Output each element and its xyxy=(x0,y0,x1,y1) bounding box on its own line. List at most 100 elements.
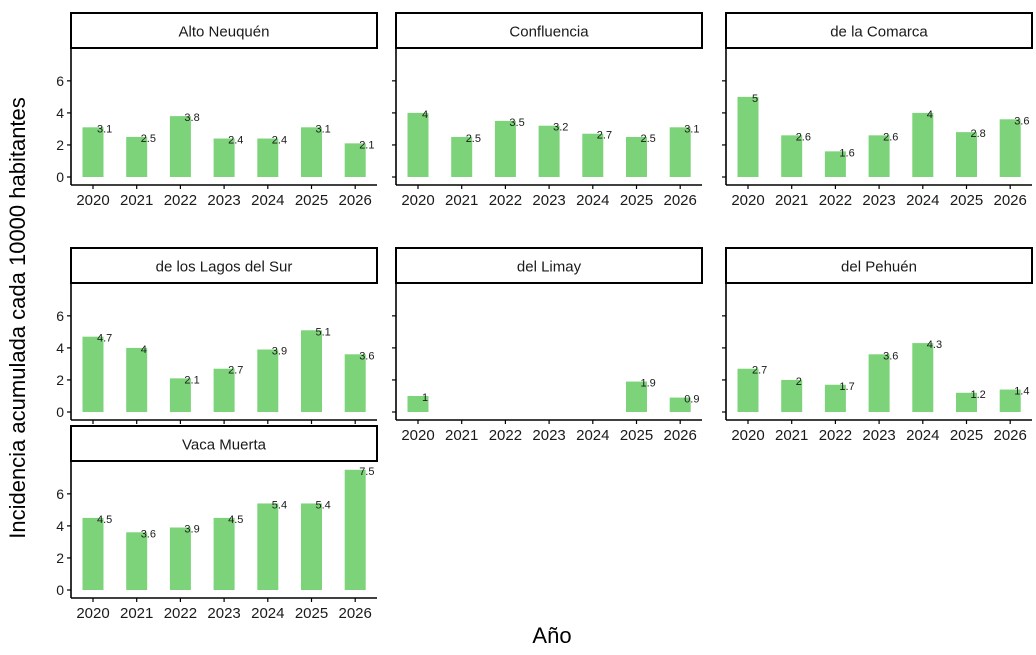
x-tick-label: 2020 xyxy=(731,192,764,209)
facet-strip-label: de los Lagos del Sur xyxy=(156,259,293,276)
bar xyxy=(213,517,235,590)
data-label: 3.1 xyxy=(97,123,112,135)
data-label: 3.9 xyxy=(184,524,199,536)
y-tick-label: 6 xyxy=(56,73,64,89)
x-tick-label: 2026 xyxy=(994,192,1027,209)
data-label: 3.6 xyxy=(1014,115,1029,127)
facet-strip xyxy=(725,247,1033,284)
bar xyxy=(82,336,104,412)
data-label: 2.7 xyxy=(752,365,767,377)
data-label: 2.5 xyxy=(141,133,156,145)
bar xyxy=(868,135,890,177)
x-tick-label: 2022 xyxy=(819,192,852,209)
data-label: 4 xyxy=(422,109,428,121)
facet-strip xyxy=(395,12,703,49)
data-label: 2.1 xyxy=(184,374,199,386)
data-label: 2.7 xyxy=(228,365,243,377)
x-tick-label: 2024 xyxy=(906,192,939,209)
data-label: 2.5 xyxy=(641,133,656,145)
bar xyxy=(407,112,429,177)
bar xyxy=(257,503,279,590)
facet-panel: Confluencia 2020 4 2021 2.5 2022 3.5 2023 3.2 202… xyxy=(392,12,703,209)
x-tick-label: 2020 xyxy=(76,605,109,622)
x-tick-label: 2023 xyxy=(862,427,895,444)
x-tick-label: 2025 xyxy=(295,192,328,209)
bar xyxy=(301,330,322,412)
x-tick-label: 2023 xyxy=(532,192,565,209)
data-label: 4 xyxy=(141,344,147,356)
data-label: 5.1 xyxy=(316,326,331,338)
bar xyxy=(126,136,148,177)
x-tick-label: 2020 xyxy=(731,427,764,444)
facet-strip-label: del Limay xyxy=(517,259,582,276)
facet-strip xyxy=(725,12,1033,49)
facet-panel: del Limay 2020 1 2021 2022 2023 2024 2025 1.9 202… xyxy=(392,247,703,444)
bar xyxy=(407,395,429,412)
bar xyxy=(737,96,759,177)
y-tick-label: 0 xyxy=(56,582,64,598)
data-label: 2.4 xyxy=(228,135,243,147)
bar xyxy=(213,138,235,177)
x-tick-label: 2026 xyxy=(994,427,1027,444)
bar xyxy=(669,127,691,177)
bar xyxy=(169,116,191,177)
x-tick-label: 2025 xyxy=(620,427,653,444)
y-tick-label: 4 xyxy=(56,105,64,121)
data-label: 0.9 xyxy=(684,394,699,406)
y-axis-title: Incidencia acumulada cada 10000 habitant… xyxy=(5,97,30,539)
x-tick-label: 2021 xyxy=(775,427,808,444)
y-tick-label: 2 xyxy=(56,372,64,388)
bar xyxy=(912,343,934,412)
bar xyxy=(213,368,235,412)
data-label: 4.7 xyxy=(97,333,112,345)
data-label: 2.6 xyxy=(883,131,898,143)
data-label: 4.5 xyxy=(228,514,243,526)
x-tick-label: 2024 xyxy=(251,192,284,209)
x-tick-label: 2025 xyxy=(620,192,653,209)
x-tick-label: 2023 xyxy=(532,427,565,444)
x-tick-label: 2023 xyxy=(862,192,895,209)
x-tick-label: 2021 xyxy=(120,192,153,209)
facet-strip-label: de la Comarca xyxy=(830,24,928,41)
x-tick-label: 2023 xyxy=(207,605,240,622)
data-label: 2.1 xyxy=(359,139,374,151)
bar xyxy=(999,389,1021,412)
bar xyxy=(956,392,977,412)
x-tick-label: 2021 xyxy=(445,427,478,444)
facet-strip-label: Confluencia xyxy=(509,24,589,41)
data-label: 3.5 xyxy=(509,117,524,129)
x-tick-label: 2020 xyxy=(76,192,109,209)
bar xyxy=(344,354,366,412)
data-label: 3.8 xyxy=(184,112,199,124)
data-label: 1 xyxy=(422,392,428,404)
x-tick-label: 2021 xyxy=(445,192,478,209)
x-tick-label: 2024 xyxy=(576,427,609,444)
data-label: 2.5 xyxy=(466,133,481,145)
data-label: 2.6 xyxy=(796,131,811,143)
bar xyxy=(344,469,366,590)
data-label: 1.4 xyxy=(1014,386,1029,398)
bar xyxy=(126,347,148,412)
bar xyxy=(344,143,366,177)
x-tick-label: 2020 xyxy=(401,427,434,444)
x-tick-label: 2025 xyxy=(295,605,328,622)
y-tick-label: 0 xyxy=(56,169,64,185)
facet-panel: del Pehuén 2020 2.7 2021 2 2022 1.7 2023 3.6 2024… xyxy=(722,247,1033,444)
bar xyxy=(824,384,846,412)
y-tick-label: 6 xyxy=(56,486,64,502)
bar xyxy=(257,138,279,177)
data-label: 3.9 xyxy=(272,346,287,358)
x-tick-label: 2022 xyxy=(819,427,852,444)
y-tick-label: 4 xyxy=(56,518,64,534)
bar xyxy=(82,517,104,590)
x-tick-label: 2026 xyxy=(339,192,372,209)
bar xyxy=(737,368,759,412)
data-label: 1.7 xyxy=(839,381,854,393)
facet-panel: Alto Neuquén 0 2 4 6 2020 3.1 2021 2.5 2022 3.8 202… xyxy=(56,12,378,209)
bar xyxy=(781,135,803,177)
bar xyxy=(301,503,322,590)
x-tick-label: 2023 xyxy=(207,192,240,209)
bar xyxy=(626,136,647,177)
